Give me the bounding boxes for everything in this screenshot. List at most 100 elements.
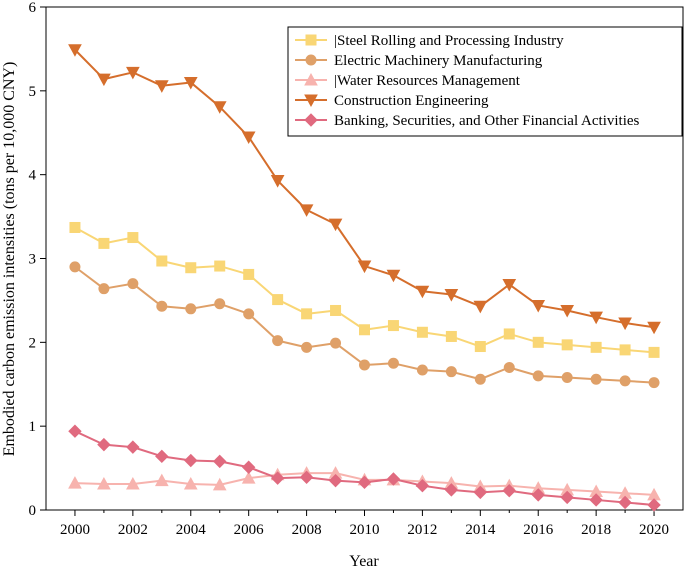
legend-label: |Water Resources Management bbox=[334, 73, 521, 89]
data-point bbox=[648, 377, 660, 389]
data-point bbox=[357, 260, 372, 274]
legend-marker bbox=[304, 72, 318, 86]
data-point bbox=[243, 268, 255, 280]
data-point bbox=[97, 437, 111, 452]
data-point bbox=[156, 255, 168, 267]
x-tick-label: 2010 bbox=[350, 522, 380, 538]
data-point bbox=[98, 283, 110, 295]
legend-item: Banking, Securities, and Other Financial… bbox=[295, 113, 640, 129]
data-point bbox=[213, 454, 227, 469]
data-point bbox=[214, 260, 226, 272]
data-point bbox=[330, 337, 342, 349]
data-point bbox=[416, 326, 428, 338]
data-point bbox=[126, 66, 140, 80]
legend-marker bbox=[305, 34, 317, 46]
data-point bbox=[270, 471, 285, 485]
data-point bbox=[445, 366, 457, 378]
data-point bbox=[531, 299, 546, 313]
data-point bbox=[241, 460, 256, 474]
x-tick-label: 2002 bbox=[118, 522, 148, 538]
data-point bbox=[301, 341, 313, 353]
data-point bbox=[444, 289, 459, 302]
data-point bbox=[387, 320, 399, 332]
data-point bbox=[155, 449, 169, 464]
legend-marker bbox=[305, 54, 317, 66]
x-axis-title: Year bbox=[349, 553, 379, 567]
data-point bbox=[97, 476, 111, 490]
data-point bbox=[328, 218, 343, 232]
data-point bbox=[473, 300, 488, 314]
x-tick-label: 2012 bbox=[407, 522, 437, 538]
data-point bbox=[126, 440, 140, 454]
y-axis-title: Embodied carbon emission intensities (to… bbox=[1, 62, 18, 457]
data-point bbox=[503, 361, 515, 373]
legend-label: |Steel Rolling and Processing Industry bbox=[334, 33, 564, 49]
series-2 bbox=[69, 261, 660, 389]
data-point bbox=[560, 490, 574, 505]
x-tick-label: 2020 bbox=[639, 522, 669, 538]
data-point bbox=[357, 475, 372, 490]
data-point bbox=[561, 372, 573, 384]
data-point bbox=[127, 232, 139, 244]
data-point bbox=[561, 339, 573, 351]
data-point bbox=[444, 483, 459, 497]
axis-ticks-group: 0 1 2 3 4 5 6 2000 2002 2004 2006 2008 2010 2012 2014 2… bbox=[29, 0, 670, 538]
data-point bbox=[301, 308, 313, 320]
data-point bbox=[212, 477, 227, 491]
data-point bbox=[272, 294, 284, 306]
series-1 bbox=[69, 221, 660, 358]
y-tick-label: 2 bbox=[29, 335, 37, 351]
legend-item: |Water Resources Management bbox=[295, 72, 521, 89]
legend-marker bbox=[304, 113, 318, 127]
x-tick-label: 2006 bbox=[234, 522, 265, 538]
data-point bbox=[359, 359, 370, 371]
series-5 bbox=[68, 424, 661, 512]
data-point bbox=[589, 311, 603, 325]
data-point bbox=[474, 373, 486, 385]
data-point bbox=[560, 304, 575, 318]
series-4 bbox=[68, 44, 661, 335]
data-point bbox=[386, 269, 401, 283]
data-point bbox=[503, 328, 515, 340]
data-point bbox=[618, 317, 632, 331]
data-point bbox=[532, 336, 544, 348]
data-point bbox=[185, 262, 197, 274]
data-point bbox=[183, 76, 198, 90]
data-point bbox=[590, 341, 602, 353]
x-tick-label: 2018 bbox=[581, 522, 611, 538]
data-point bbox=[185, 303, 197, 315]
data-point bbox=[647, 498, 661, 512]
data-point bbox=[474, 341, 486, 353]
x-tick-label: 2004 bbox=[176, 522, 207, 538]
data-point bbox=[241, 471, 256, 484]
data-point bbox=[502, 484, 516, 498]
data-point bbox=[619, 344, 631, 356]
data-point bbox=[272, 335, 284, 347]
y-tick-label: 0 bbox=[29, 503, 37, 519]
legend-label: Construction Engineering bbox=[334, 93, 489, 109]
data-point bbox=[387, 357, 399, 369]
x-tick-label: 2016 bbox=[523, 522, 554, 538]
data-point bbox=[183, 476, 198, 490]
data-point bbox=[386, 472, 401, 486]
legend-box bbox=[287, 26, 683, 137]
data-point bbox=[68, 476, 82, 489]
data-point bbox=[69, 221, 81, 233]
legend-marker bbox=[304, 94, 318, 108]
data-point bbox=[270, 175, 285, 188]
legend-item: Construction Engineering bbox=[295, 93, 489, 109]
legend-label: Electric Machinery Manufacturing bbox=[334, 53, 543, 69]
legend-label: Banking, Securities, and Other Financial… bbox=[334, 113, 640, 129]
series-group bbox=[68, 44, 661, 512]
data-point bbox=[531, 488, 545, 502]
data-point bbox=[502, 278, 517, 292]
data-point bbox=[243, 308, 255, 320]
data-point bbox=[154, 473, 169, 487]
data-point bbox=[328, 473, 343, 488]
data-point bbox=[473, 485, 488, 500]
data-point bbox=[68, 424, 82, 438]
data-point bbox=[359, 324, 370, 336]
data-point bbox=[156, 300, 168, 312]
data-point bbox=[648, 346, 660, 358]
data-point bbox=[590, 373, 602, 385]
